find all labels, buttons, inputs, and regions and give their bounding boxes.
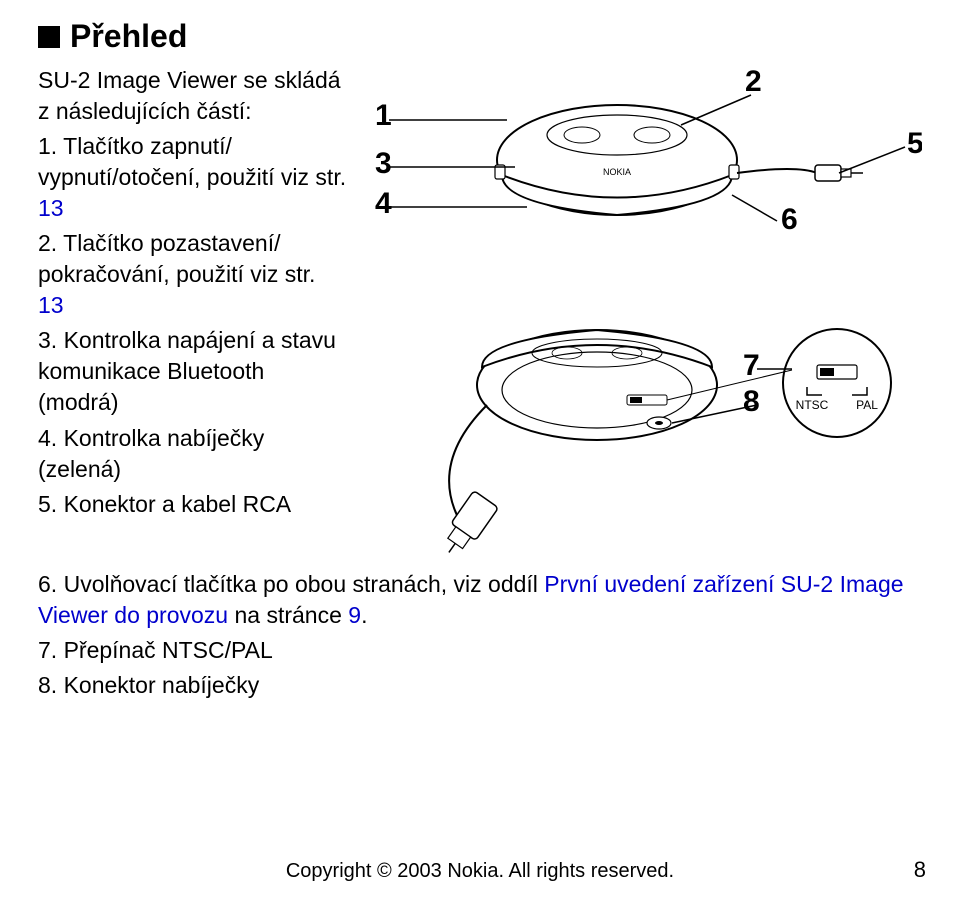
svg-text:8: 8 <box>743 385 760 418</box>
list-item: 1. Tlačítko zapnutí/ vypnutí/otočení, po… <box>38 131 347 224</box>
item-text: . <box>361 602 367 628</box>
text-column-continued: 6. Uvolňovací tlačítka po obou stranách,… <box>38 569 922 701</box>
item-num: 1. <box>38 133 57 159</box>
item-text: Uvolňovací tlačítka po obou stranách, vi… <box>64 571 545 597</box>
item-text: na stránce <box>228 602 348 628</box>
bullet-icon <box>38 26 60 48</box>
svg-text:NTSC: NTSC <box>796 398 829 412</box>
item-text: Tlačítko pozastavení/ pokračování, použi… <box>38 230 315 287</box>
item-num: 5. <box>38 491 57 517</box>
section-heading: Přehled <box>38 18 922 55</box>
list-item: 2. Tlačítko pozastavení/ pokračování, po… <box>38 228 347 321</box>
item-num: 6. <box>38 571 57 597</box>
intro-text: SU-2 Image Viewer se skládá z následujíc… <box>38 65 347 127</box>
page-link[interactable]: 13 <box>38 292 64 318</box>
list-item: 4. Kontrolka nabíječky (zelená) <box>38 423 347 485</box>
item-num: 7. <box>38 637 57 663</box>
item-text: Kontrolka nabíječky (zelená) <box>38 425 264 482</box>
svg-text:1: 1 <box>375 99 392 132</box>
list-item: 3. Kontrolka napájení a stavu komunikace… <box>38 325 347 418</box>
item-num: 2. <box>38 230 57 256</box>
svg-text:6: 6 <box>781 203 798 236</box>
svg-text:PAL: PAL <box>856 398 878 412</box>
svg-text:7: 7 <box>743 349 760 382</box>
heading-text: Přehled <box>70 18 187 55</box>
item-text: Konektor nabíječky <box>64 672 260 698</box>
page-link[interactable]: 13 <box>38 195 64 221</box>
item-text: Kontrolka napájení a stavu komunikace Bl… <box>38 327 336 415</box>
list-item: 7. Přepínač NTSC/PAL <box>38 635 922 666</box>
item-text: Konektor a kabel RCA <box>64 491 292 517</box>
item-num: 3. <box>38 327 57 353</box>
svg-text:2: 2 <box>745 65 762 98</box>
list-item: 5. Konektor a kabel RCA <box>38 489 347 520</box>
copyright-footer: Copyright © 2003 Nokia. All rights reser… <box>0 860 960 883</box>
item-num: 8. <box>38 672 57 698</box>
svg-text:5: 5 <box>907 127 922 160</box>
item-text: Přepínač NTSC/PAL <box>64 637 273 663</box>
svg-text:3: 3 <box>375 147 392 180</box>
diagram-column: NOKIA NTSC PAL 1 3 4 2 5 6 78 <box>367 65 922 565</box>
svg-text:NOKIA: NOKIA <box>603 167 631 177</box>
list-item: 6. Uvolňovací tlačítka po obou stranách,… <box>38 569 922 631</box>
item-text: Tlačítko zapnutí/ vypnutí/otočení, použi… <box>38 133 346 190</box>
list-item: 8. Konektor nabíječky <box>38 670 922 701</box>
page-link[interactable]: 9 <box>348 602 361 628</box>
text-column: SU-2 Image Viewer se skládá z následujíc… <box>38 65 347 565</box>
item-num: 4. <box>38 425 57 451</box>
svg-text:4: 4 <box>375 187 392 220</box>
product-diagram: NOKIA NTSC PAL 1 3 4 2 5 6 78 <box>367 65 922 565</box>
page-number: 8 <box>914 857 926 883</box>
